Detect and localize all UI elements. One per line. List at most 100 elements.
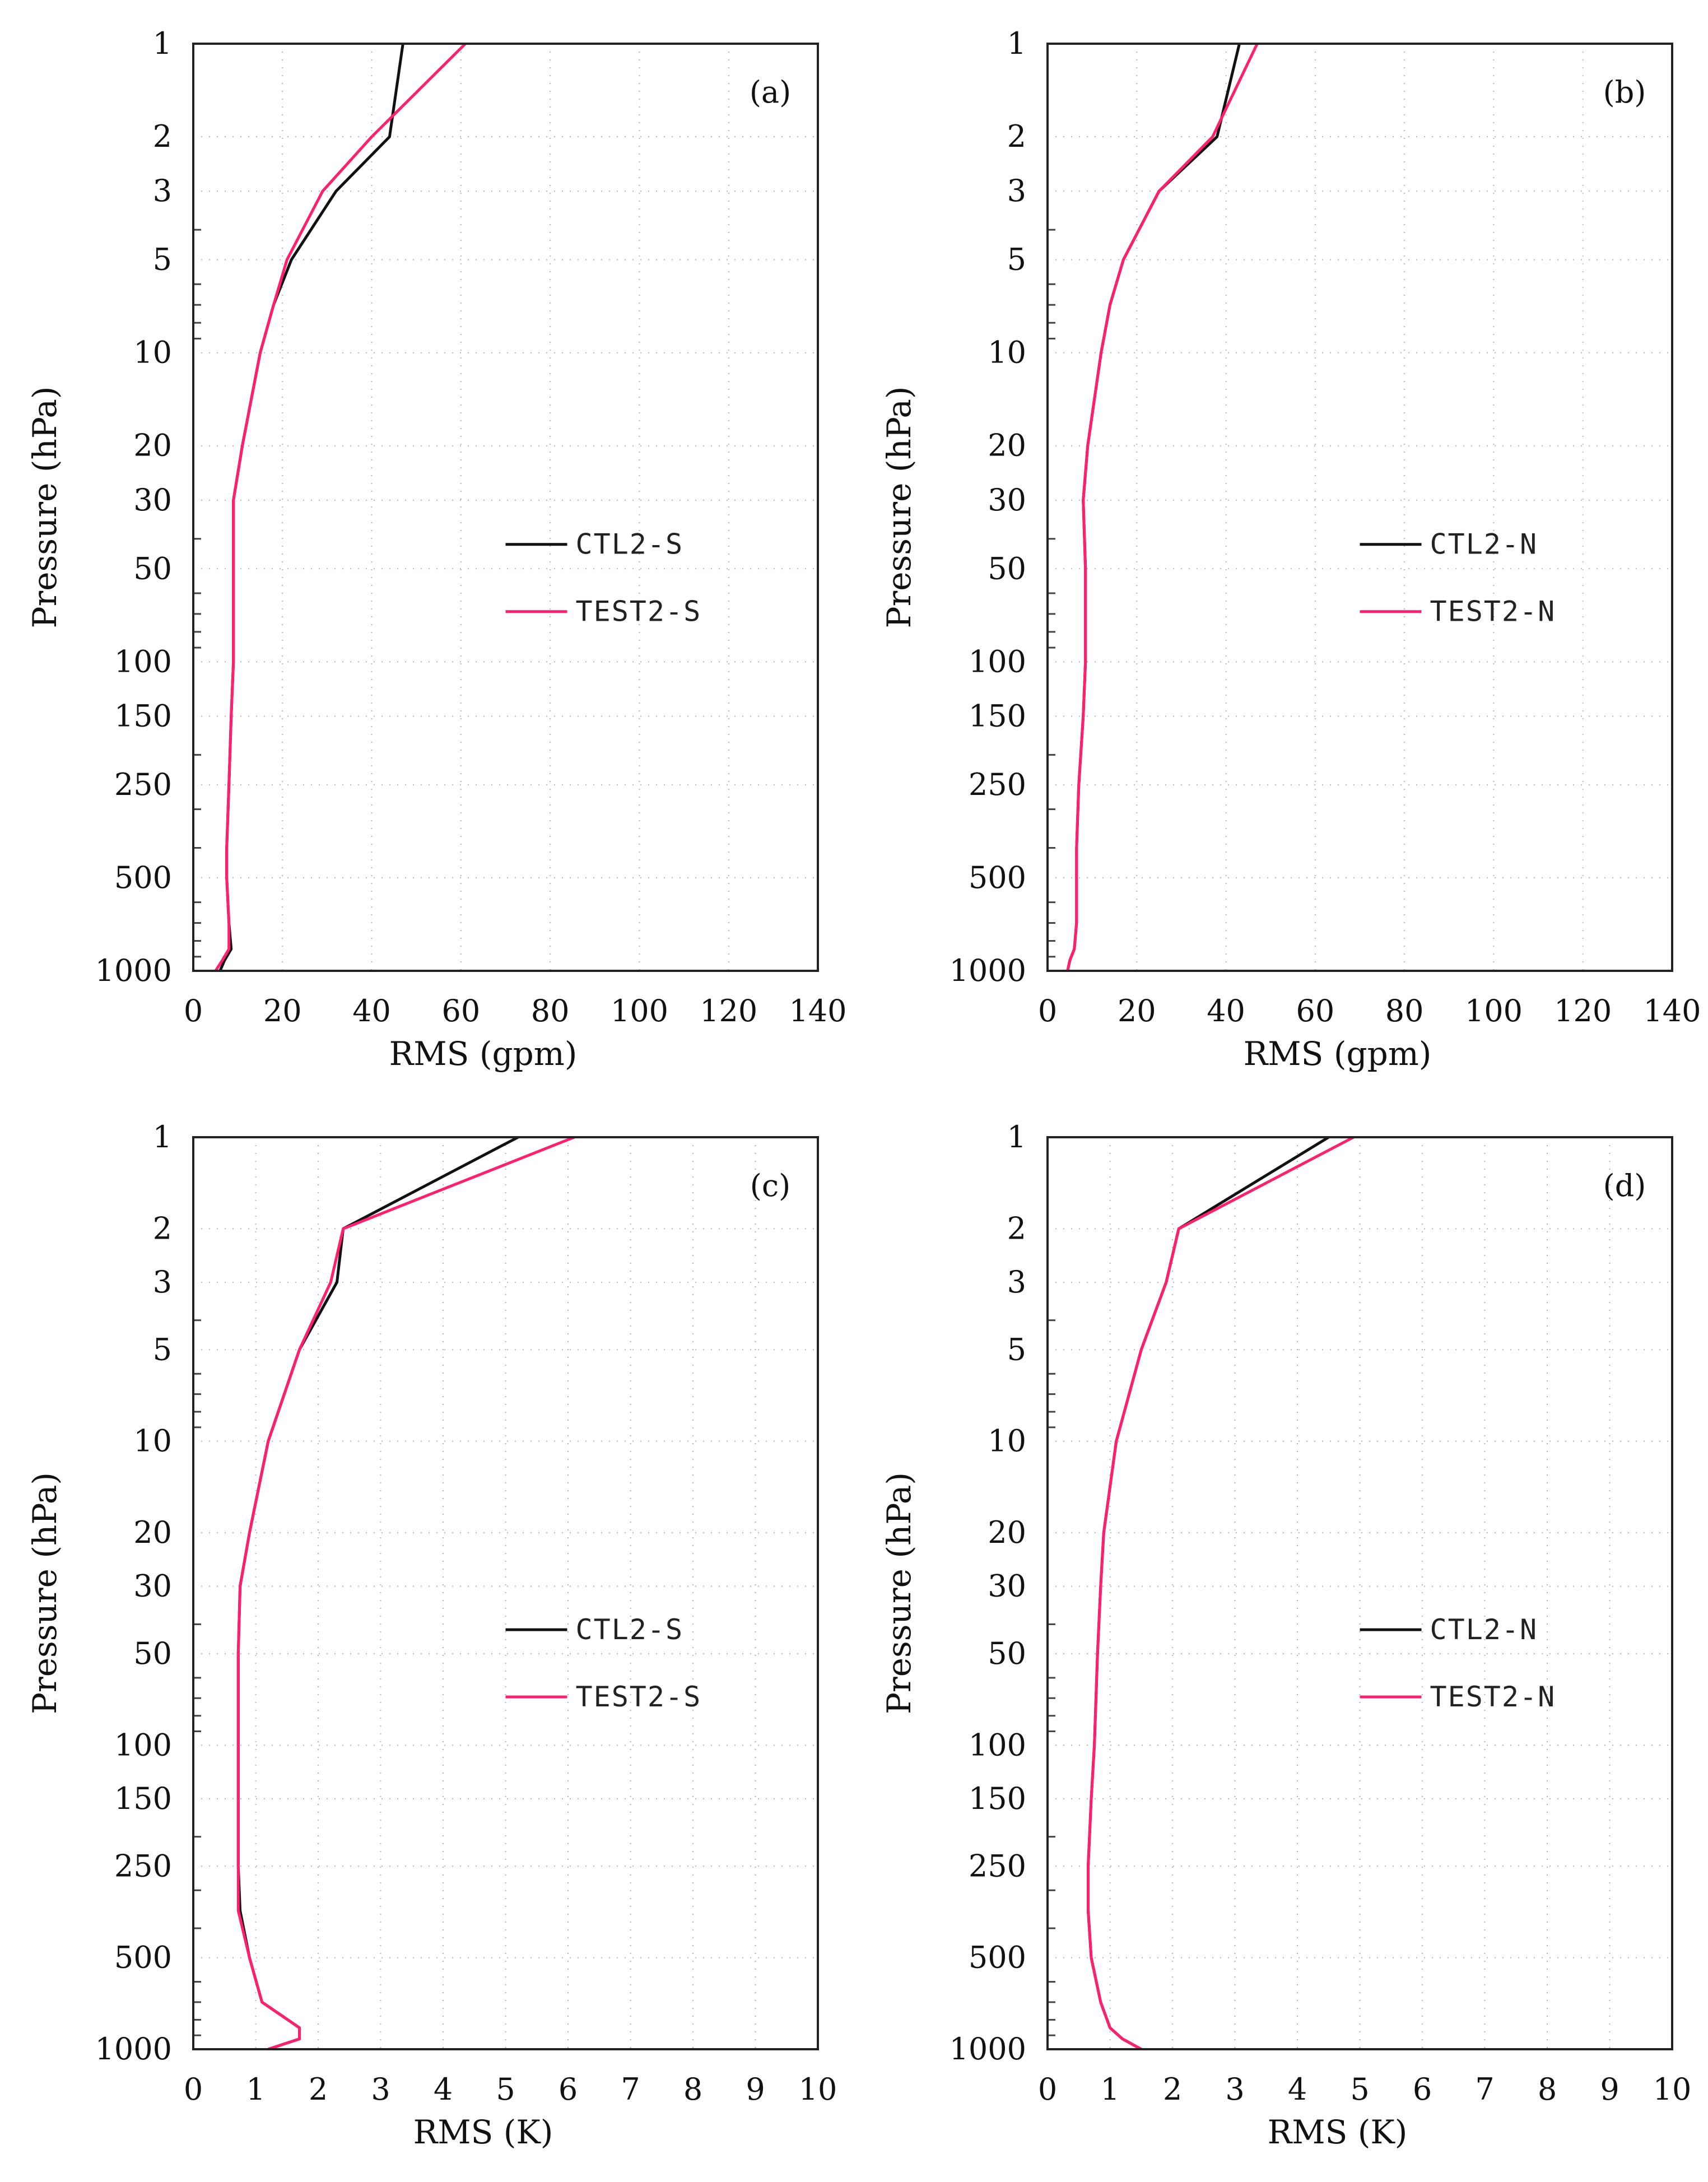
x-axis-title: RMS (K) bbox=[1268, 2113, 1408, 2151]
series-line-ctl2-s bbox=[236, 1136, 519, 2051]
x-tick-label: 8 bbox=[1538, 2072, 1557, 2107]
y-tick-label: 1 bbox=[1007, 1119, 1026, 1155]
x-tick-label: 120 bbox=[700, 993, 757, 1029]
y-tick-label: 20 bbox=[133, 1515, 172, 1550]
panel-label: (b) bbox=[1603, 75, 1646, 110]
x-tick-label: 5 bbox=[1350, 2072, 1369, 2107]
x-tick-label: 100 bbox=[1465, 993, 1523, 1029]
y-tick-label: 1000 bbox=[95, 953, 172, 988]
x-tick-label: 40 bbox=[1207, 993, 1245, 1029]
y-tick-label: 2 bbox=[1007, 119, 1026, 154]
x-axis-title: RMS (K) bbox=[413, 2113, 553, 2151]
series-line-test2-s bbox=[214, 43, 467, 972]
x-tick-label: 9 bbox=[1600, 2072, 1619, 2107]
y-tick-label: 30 bbox=[988, 482, 1026, 518]
x-tick-label: 0 bbox=[1038, 2072, 1057, 2107]
legend-label: CTL2-S bbox=[576, 528, 684, 561]
y-tick-label: 30 bbox=[133, 482, 172, 518]
y-tick-label: 20 bbox=[988, 428, 1026, 463]
y-tick-label: 500 bbox=[114, 860, 172, 895]
legend: CTL2-N TEST2-N bbox=[1360, 528, 1556, 628]
legend-label: CTL2-N bbox=[1430, 1613, 1538, 1646]
y-tick-label: 150 bbox=[969, 1781, 1026, 1816]
series-line-ctl2-s bbox=[218, 43, 404, 971]
y-axis-title: Pressure (hPa) bbox=[26, 386, 64, 628]
legend: CTL2-N TEST2-N bbox=[1360, 1613, 1555, 1713]
y-tick-label: 5 bbox=[153, 242, 172, 277]
x-tick-label: 6 bbox=[1413, 2072, 1432, 2107]
y-tick-label: 1 bbox=[1007, 26, 1026, 61]
x-axis-title: RMS (gpm) bbox=[1244, 1035, 1432, 1073]
x-tick-label: 7 bbox=[621, 2072, 640, 2107]
y-tick-label: 150 bbox=[969, 698, 1026, 733]
x-tick-label: 1 bbox=[1100, 2072, 1119, 2107]
y-tick-label: 100 bbox=[969, 1727, 1026, 1762]
series-line-ctl2-n bbox=[1087, 1136, 1330, 2051]
y-tick-label: 30 bbox=[133, 1569, 172, 1604]
y-tick-label: 500 bbox=[969, 1940, 1026, 1975]
y-tick-label: 2 bbox=[153, 119, 172, 154]
x-tick-label: 80 bbox=[531, 993, 570, 1029]
legend-label: CTL2-N bbox=[1430, 528, 1538, 561]
x-tick-label: 0 bbox=[184, 2072, 203, 2107]
series-line-ctl2-n bbox=[1066, 43, 1241, 971]
y-tick-label: 3 bbox=[153, 173, 172, 208]
x-tick-label: 4 bbox=[434, 2072, 453, 2107]
x-axis-title: RMS (gpm) bbox=[389, 1035, 578, 1073]
x-tick-label: 20 bbox=[263, 993, 302, 1029]
x-tick-label: 5 bbox=[496, 2072, 515, 2107]
y-tick-label: 150 bbox=[114, 1781, 172, 1816]
x-tick-label: 10 bbox=[1653, 2072, 1692, 2107]
series-line-test2-s bbox=[236, 1136, 575, 2051]
y-axis-title: Pressure (hPa) bbox=[880, 1472, 918, 1714]
y-tick-label: 250 bbox=[114, 767, 172, 802]
legend-label: CTL2-S bbox=[576, 1613, 684, 1646]
x-tick-label: 40 bbox=[352, 993, 391, 1029]
y-tick-label: 10 bbox=[133, 335, 172, 370]
legend-label: TEST2-S bbox=[576, 595, 702, 628]
y-tick-label: 20 bbox=[988, 1515, 1026, 1550]
y-tick-label: 50 bbox=[133, 1636, 172, 1671]
series-line-test2-n bbox=[1066, 43, 1259, 971]
x-tick-label: 3 bbox=[371, 2072, 390, 2107]
y-tick-label: 10 bbox=[988, 1423, 1026, 1459]
x-tick-label: 80 bbox=[1385, 993, 1424, 1029]
legend: CTL2-S TEST2-S bbox=[505, 528, 702, 628]
y-tick-label: 1 bbox=[153, 1119, 172, 1155]
y-tick-label: 250 bbox=[969, 1848, 1026, 1883]
x-tick-label: 100 bbox=[611, 993, 668, 1029]
panel-label: (c) bbox=[750, 1168, 790, 1203]
y-tick-label: 150 bbox=[114, 698, 172, 733]
x-tick-label: 3 bbox=[1225, 2072, 1244, 2107]
x-tick-label: 9 bbox=[746, 2072, 765, 2107]
x-tick-label: 2 bbox=[1163, 2072, 1182, 2107]
y-tick-label: 50 bbox=[133, 551, 172, 586]
panel-label: (d) bbox=[1603, 1168, 1646, 1203]
x-tick-label: 140 bbox=[789, 993, 846, 1029]
y-tick-label: 100 bbox=[969, 644, 1026, 679]
y-tick-label: 1 bbox=[153, 26, 172, 61]
legend-label: TEST2-N bbox=[1430, 595, 1556, 628]
chart-panel-c: 0 1 2 3 4 5 6 7 8 9 10 1 2 3 5 10 20 30 50 100 150 250 500 1000… bbox=[26, 1119, 837, 2151]
x-tick-label: 0 bbox=[1038, 993, 1057, 1029]
y-tick-label: 1000 bbox=[950, 953, 1026, 988]
x-tick-label: 10 bbox=[799, 2072, 837, 2107]
y-tick-label: 50 bbox=[988, 551, 1026, 586]
y-tick-label: 3 bbox=[1007, 1264, 1026, 1300]
y-tick-label: 50 bbox=[988, 1636, 1026, 1671]
y-tick-label: 30 bbox=[988, 1569, 1026, 1604]
chart-panel-b: 0 20 40 60 80 100 120 140 1 2 3 5 10 20 30 50 100 150 250 5… bbox=[880, 26, 1701, 1073]
y-tick-label: 500 bbox=[969, 860, 1026, 895]
series-line-test2-n bbox=[1087, 1136, 1355, 2051]
y-axis-title: Pressure (hPa) bbox=[26, 1472, 64, 1714]
plot-frame bbox=[1046, 43, 1673, 972]
x-tick-label: 8 bbox=[683, 2072, 702, 2107]
x-tick-label: 140 bbox=[1643, 993, 1701, 1029]
plot-frame bbox=[192, 43, 819, 972]
y-tick-label: 1000 bbox=[95, 2031, 172, 2067]
plot-frame bbox=[192, 1136, 819, 2050]
x-tick-label: 2 bbox=[309, 2072, 328, 2107]
y-tick-label: 5 bbox=[1007, 1332, 1026, 1367]
y-tick-label: 3 bbox=[1007, 173, 1026, 208]
